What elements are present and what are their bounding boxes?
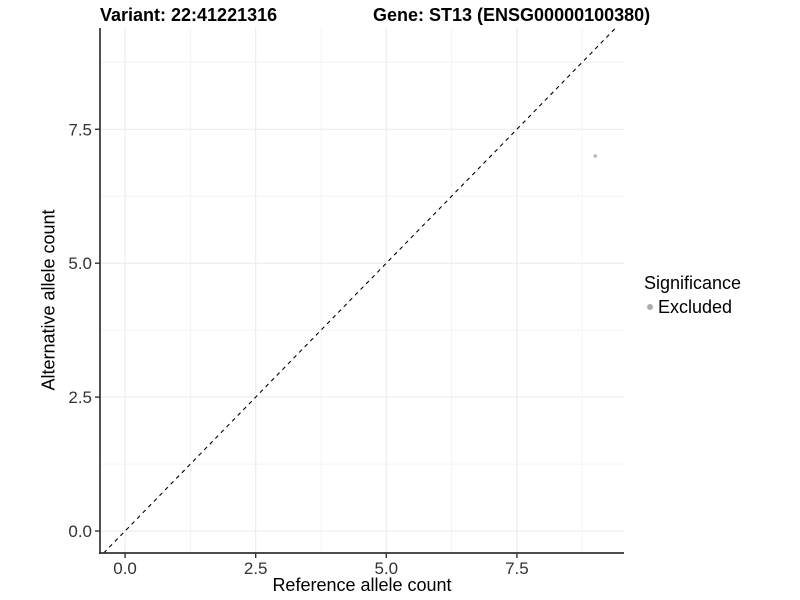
gene-title: Gene: ST13 (ENSG00000100380) bbox=[373, 5, 651, 25]
y-tick-label: 7.5 bbox=[68, 120, 92, 139]
x-tick-label: 2.5 bbox=[244, 559, 268, 578]
y-tick-label: 0.0 bbox=[68, 522, 92, 541]
x-tick-label: 0.0 bbox=[113, 559, 137, 578]
legend-entry-label: Excluded bbox=[658, 297, 733, 317]
legend-title: Significance bbox=[644, 273, 742, 293]
variant-title: Variant: 22:41221316 bbox=[100, 5, 278, 25]
legend-entry-excluded: Excluded bbox=[644, 297, 741, 317]
excluded-point-icon bbox=[647, 304, 653, 310]
identity-line bbox=[103, 27, 617, 554]
data-point[interactable] bbox=[593, 154, 598, 158]
x-axis-label: Reference allele count bbox=[272, 575, 452, 595]
x-tick-label: 7.5 bbox=[505, 559, 529, 578]
legend: Significance Excluded bbox=[644, 272, 741, 317]
y-tick-label: 5.0 bbox=[68, 254, 92, 273]
y-axis-label: Alternative allele count bbox=[38, 209, 59, 391]
y-tick-label: 2.5 bbox=[68, 388, 92, 407]
x-tick-label: 5.0 bbox=[374, 559, 398, 578]
